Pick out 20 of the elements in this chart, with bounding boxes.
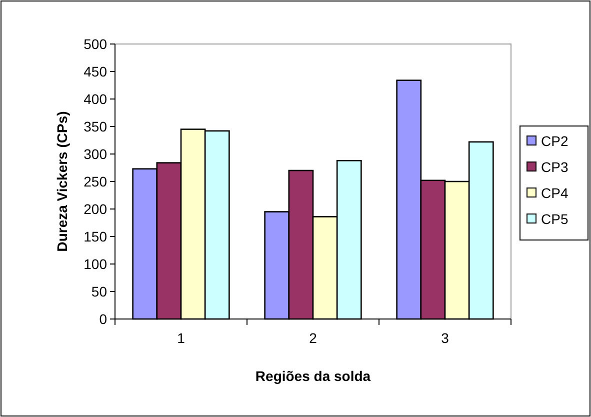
- y-tick-label: 100: [84, 256, 108, 272]
- y-tick-label: 400: [84, 90, 108, 107]
- y-tick-label: 50: [91, 283, 108, 300]
- x-tick-label: 3: [441, 330, 450, 346]
- y-tick-label: 250: [84, 173, 108, 190]
- x-axis-title: Regiões da solda: [255, 368, 371, 384]
- x-tick-label: 2: [309, 330, 318, 346]
- legend-label: CP5: [541, 210, 568, 227]
- legend-label: CP2: [541, 132, 568, 149]
- y-tick-label: 0: [99, 310, 108, 327]
- y-tick-label: 200: [84, 200, 108, 217]
- y-tick-label: 350: [84, 118, 108, 134]
- y-tick-label: 500: [84, 36, 108, 52]
- y-tick-label: 150: [84, 228, 108, 244]
- y-tick-label: 450: [84, 63, 108, 80]
- x-tick-label: 1: [177, 330, 186, 346]
- legend-label: CP4: [541, 184, 568, 201]
- y-tick-label: 300: [84, 146, 108, 162]
- y-axis-title: Dureza Vickers (CPs): [54, 111, 70, 252]
- legend-label: CP3: [541, 158, 568, 175]
